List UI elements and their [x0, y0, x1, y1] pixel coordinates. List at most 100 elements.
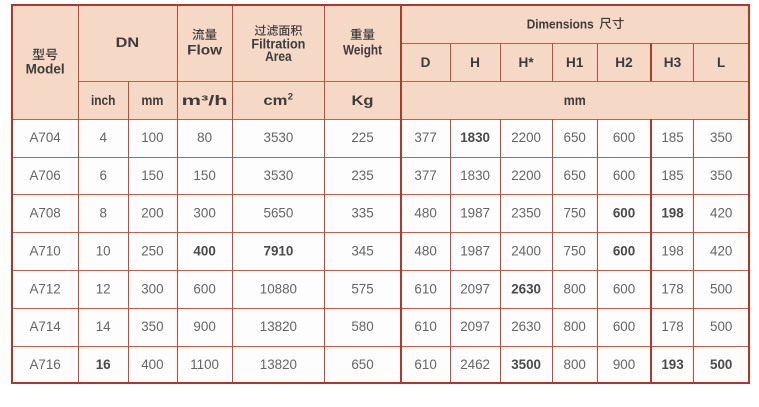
svg-text:580: 580 [351, 319, 373, 334]
svg-text:350: 350 [141, 319, 163, 334]
svg-text:Area: Area [265, 49, 292, 64]
svg-text:13820: 13820 [260, 357, 297, 372]
svg-text:3500: 3500 [511, 357, 541, 372]
svg-text:900: 900 [613, 357, 635, 372]
svg-text:150: 150 [193, 168, 215, 183]
svg-text:377: 377 [414, 168, 436, 183]
svg-text:H*: H* [519, 55, 535, 70]
svg-text:2200: 2200 [511, 168, 541, 183]
svg-text:inch: inch [91, 93, 116, 108]
svg-text:650: 650 [564, 168, 586, 183]
svg-text:3530: 3530 [264, 130, 294, 145]
svg-text:350: 350 [710, 130, 732, 145]
svg-text:600: 600 [613, 281, 635, 296]
svg-text:2097: 2097 [460, 281, 490, 296]
svg-text:480: 480 [414, 244, 436, 259]
svg-text:12: 12 [96, 281, 111, 296]
svg-text:1830: 1830 [460, 130, 490, 145]
svg-text:7910: 7910 [264, 244, 294, 259]
svg-text:H2: H2 [615, 55, 633, 70]
svg-text:2462: 2462 [460, 357, 490, 372]
svg-text:600: 600 [613, 130, 635, 145]
svg-text:610: 610 [414, 357, 436, 372]
svg-text:Filtration: Filtration [251, 36, 305, 51]
svg-text:500: 500 [710, 319, 732, 334]
svg-text:150: 150 [141, 168, 163, 183]
svg-text:1100: 1100 [190, 357, 219, 372]
svg-text:10: 10 [96, 244, 111, 259]
svg-text:2400: 2400 [511, 244, 541, 259]
svg-text:14: 14 [96, 319, 111, 334]
svg-text:13820: 13820 [260, 319, 297, 334]
svg-text:900: 900 [193, 319, 215, 334]
svg-text:350: 350 [710, 168, 732, 183]
svg-text:610: 610 [414, 319, 436, 334]
svg-text:DN: DN [116, 35, 140, 50]
svg-text:2350: 2350 [511, 206, 541, 221]
svg-text:2097: 2097 [460, 319, 490, 334]
svg-text:178: 178 [661, 319, 683, 334]
svg-text:235: 235 [351, 168, 373, 183]
svg-text:10880: 10880 [260, 281, 297, 296]
svg-text:L: L [717, 55, 725, 70]
svg-text:500: 500 [710, 357, 732, 372]
svg-text:A714: A714 [29, 319, 61, 334]
svg-text:A706: A706 [29, 168, 60, 183]
svg-text:600: 600 [613, 168, 635, 183]
svg-text:600: 600 [613, 319, 635, 334]
svg-text:650: 650 [564, 130, 586, 145]
svg-text:178: 178 [661, 281, 683, 296]
svg-text:250: 250 [141, 244, 163, 259]
svg-text:mm: mm [141, 93, 163, 108]
svg-text:1987: 1987 [460, 206, 490, 221]
svg-text:300: 300 [193, 206, 215, 221]
svg-text:H3: H3 [664, 55, 682, 70]
svg-text:2630: 2630 [511, 319, 541, 334]
svg-text:A712: A712 [29, 281, 60, 296]
svg-text:335: 335 [351, 206, 373, 221]
svg-text:420: 420 [710, 206, 732, 221]
svg-text:480: 480 [414, 206, 436, 221]
svg-text:2630: 2630 [511, 281, 541, 296]
svg-text:300: 300 [141, 281, 163, 296]
svg-text:Weight: Weight [343, 42, 382, 57]
svg-text:377: 377 [414, 130, 436, 145]
svg-text:Flow: Flow [187, 42, 222, 57]
svg-text:185: 185 [661, 130, 683, 145]
svg-text:A710: A710 [29, 244, 60, 259]
svg-text:Dimensions: Dimensions [527, 16, 594, 31]
svg-text:185: 185 [661, 168, 683, 183]
svg-text:400: 400 [193, 244, 215, 259]
svg-text:198: 198 [661, 206, 684, 221]
svg-text:200: 200 [141, 206, 163, 221]
svg-text:345: 345 [351, 244, 373, 259]
svg-text:575: 575 [351, 281, 373, 296]
svg-text:2: 2 [288, 92, 293, 103]
svg-text:D: D [421, 55, 431, 70]
svg-text:A704: A704 [29, 130, 61, 145]
svg-text:8: 8 [99, 206, 106, 221]
svg-text:800: 800 [564, 281, 586, 296]
svg-text:m³/h: m³/h [182, 93, 228, 108]
svg-text:650: 650 [351, 357, 373, 372]
svg-text:600: 600 [613, 206, 635, 221]
svg-text:500: 500 [710, 281, 732, 296]
svg-text:800: 800 [564, 357, 586, 372]
svg-text:600: 600 [193, 281, 215, 296]
svg-text:198: 198 [661, 244, 683, 259]
svg-text:100: 100 [141, 130, 163, 145]
svg-text:3530: 3530 [264, 168, 294, 183]
svg-text:2200: 2200 [511, 130, 541, 145]
svg-text:750: 750 [564, 206, 586, 221]
svg-text:A716: A716 [29, 357, 60, 372]
svg-text:80: 80 [197, 130, 212, 145]
svg-text:225: 225 [351, 130, 373, 145]
svg-text:610: 610 [414, 281, 436, 296]
svg-text:800: 800 [564, 319, 586, 334]
svg-text:750: 750 [564, 244, 586, 259]
svg-text:1987: 1987 [460, 244, 490, 259]
svg-text:4: 4 [99, 130, 107, 145]
svg-text:mm: mm [564, 93, 586, 108]
svg-text:Model: Model [26, 62, 65, 77]
svg-text:193: 193 [661, 357, 683, 372]
